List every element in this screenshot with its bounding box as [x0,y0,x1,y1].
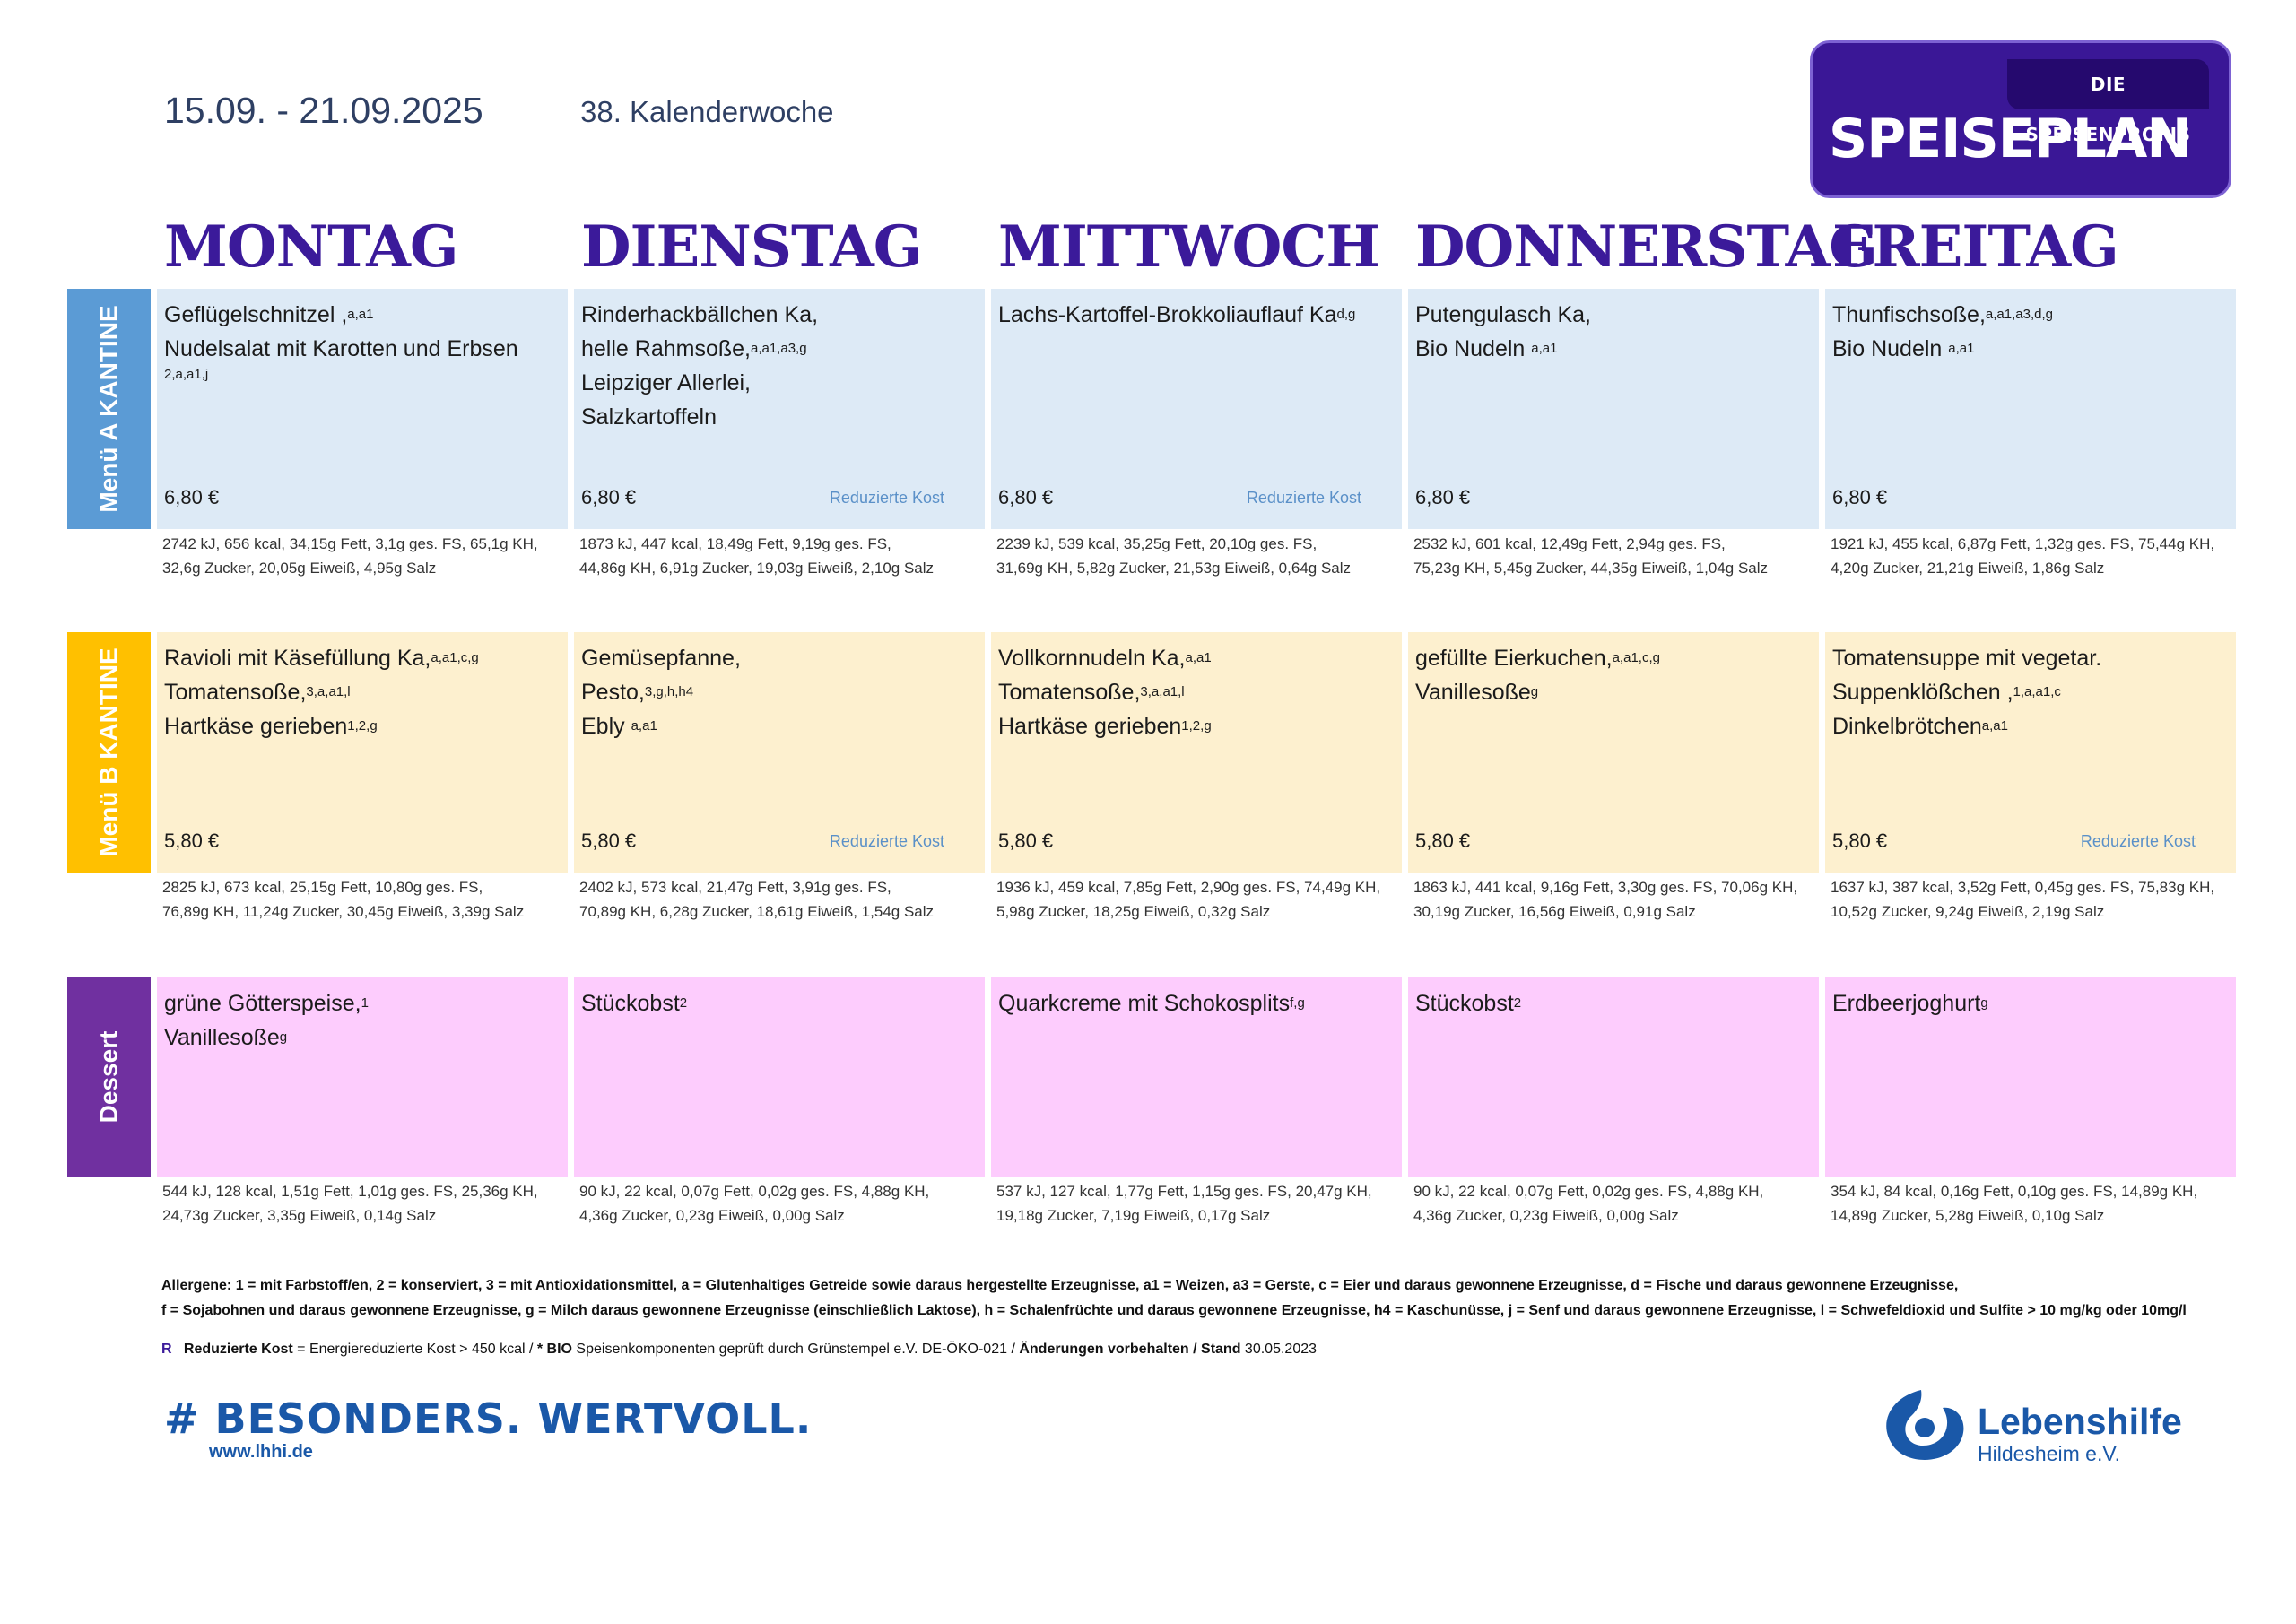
reduced-diet-label: Reduzierte Kost [829,489,944,507]
section-label-menu-b: Menü B KANTINE [67,632,151,873]
dish-line: Thunfischsoße,a,a1,a3,d,g [1832,302,2053,327]
price: 5,80 € [998,829,1054,852]
nutrition-info-a-friday: 1921 kJ, 455 kcal, 6,87g Fett, 1,32g ges… [1831,535,2215,577]
menu-b-monday: Ravioli mit Käsefüllung Ka,a,a1,c,g Toma… [157,632,568,873]
day-header-friday: FREITAG [1832,213,2119,281]
menu-a-friday: Thunfischsoße,a,a1,a3,d,g Bio Nudeln a,a… [1825,289,2236,529]
menu-a-wednesday: Lachs-Kartoffel-Brokkoliauflauf Kad,g 6,… [991,289,1402,529]
slogan: # BESONDERS. WERTVOLL. [164,1394,813,1443]
allergen-legend: Allergene: 1 = mit Farbstoff/en, 2 = kon… [161,1278,2187,1318]
legend-line: R Reduzierte Kost = Energiereduzierte Ko… [161,1342,1318,1357]
dish-line: Putengulasch Ka, [1415,302,1591,327]
nutrition-info-a-thursday: 2532 kJ, 601 kcal, 12,49g Fett, 2,94g ge… [1413,535,1769,577]
dish-line: Geflügelschnitzel ,a,a1 [164,302,374,327]
dessert-monday: grüne Götterspeise,1 Vanillesoßeg [157,977,568,1177]
nutrition-info-dessert-monday: 544 kJ, 128 kcal, 1,51g Fett, 1,01g ges.… [162,1183,538,1224]
nutrition-info-a-monday: 2742 kJ, 656 kcal, 34,15g Fett, 3,1g ges… [162,535,538,577]
dish-line: Hartkäse gerieben1,2,g [164,714,378,739]
nutrition-info-dessert-wednesday: 537 kJ, 127 kcal, 1,77g Fett, 1,15g ges.… [996,1183,1372,1224]
nutrition-info-dessert-tuesday: 90 kJ, 22 kcal, 0,07g Fett, 0,02g ges. F… [579,1183,930,1224]
nutrition-info-b-monday: 2825 kJ, 673 kcal, 25,15g Fett, 10,80g g… [162,879,525,920]
day-header-monday: MONTAG [164,213,459,281]
menu-b-wednesday: Vollkornnudeln Ka,a,a1 Tomatensoße,3,a,a… [991,632,1402,873]
org-city: Hildesheim e.V. [1978,1442,2120,1465]
reduced-diet-label: Reduzierte Kost [2080,832,2196,850]
menu-a-monday: Geflügelschnitzel ,a,a1 Nudelsalat mit K… [157,289,568,529]
menu-b-tuesday: Gemüsepfanne, Pesto,3,g,h,h4 Ebly a,a1 5… [574,632,985,873]
nutrition-info-dessert-thursday: 90 kJ, 22 kcal, 0,07g Fett, 0,02g ges. F… [1413,1183,1764,1224]
dessert-wednesday: Quarkcreme mit Schokosplitsf,g [991,977,1402,1177]
price: 6,80 € [581,486,637,508]
allergen-codes: 2,a,a1,j [164,367,209,382]
section-label-menu-b-text: Menü B KANTINE [94,647,123,857]
dish-line: Stückobst2 [581,991,688,1016]
dish-line: Rinderhackbällchen Ka, [581,302,819,327]
nutrition-info-a-tuesday: 1873 kJ, 447 kcal, 18,49g Fett, 9,19g ge… [579,535,935,577]
section-label-dessert: Dessert [67,977,151,1177]
day-header-tuesday: DIENSTAG [581,213,922,281]
date-range: 15.09. - 21.09.2025 [164,90,483,131]
price: 6,80 € [998,486,1054,508]
dish-line: Nudelsalat mit Karotten und Erbsen [164,336,518,361]
dish-line: Pesto,3,g,h,h4 [581,680,694,705]
dish-line: Lachs-Kartoffel-Brokkoliauflauf Kad,g [998,302,1356,327]
nutrition-info-a-wednesday: 2239 kJ, 539 kcal, 35,25g Fett, 20,10g g… [996,535,1352,577]
dish-line: Quarkcreme mit Schokosplitsf,g [998,991,1305,1016]
dish-line: Vanillesoßeg [1415,680,1539,705]
dish-line: Leipziger Allerlei, [581,370,751,395]
price: 5,80 € [581,829,637,852]
price: 6,80 € [1415,486,1471,508]
price: 6,80 € [1832,486,1888,508]
dish-line: grüne Götterspeise,1 [164,991,369,1016]
price: 5,80 € [1832,829,1888,852]
dish-line: Erdbeerjoghurtg [1832,991,1988,1016]
dish-line: Ebly a,a1 [581,714,657,739]
nutrition-info-dessert-friday: 354 kJ, 84 kcal, 0,16g Fett, 0,10g ges. … [1831,1183,2198,1224]
dish-line: Dinkelbrötchena,a1 [1832,714,2008,739]
reduced-diet-label: Reduzierte Kost [1246,489,1361,507]
dish-line: gefüllte Eierkuchen,a,a1,c,g [1415,646,1660,671]
dish-line: Tomatensoße,3,a,a1,l [998,680,1185,705]
price: 5,80 € [1415,829,1471,852]
dessert-tuesday: Stückobst2 [574,977,985,1177]
dish-line: helle Rahmsoße,a,a1,a3,g [581,336,807,361]
dish-line: Salzkartoffeln [581,404,718,430]
price: 5,80 € [164,829,220,852]
dessert-friday: Erdbeerjoghurtg [1825,977,2236,1177]
nutrition-info-b-wednesday: 1936 kJ, 459 kcal, 7,85g Fett, 2,90g ges… [996,879,1381,920]
calendar-week: 38. Kalenderwoche [580,95,834,128]
section-label-menu-a-text: Menü A KANTINE [94,305,123,513]
org-name: Lebenshilfe [1978,1401,2182,1442]
dish-line: Stückobst2 [1415,991,1522,1016]
dish-line: Tomatensoße,3,a,a1,l [164,680,351,705]
reduced-diet-label: Reduzierte Kost [829,832,944,850]
menu-a-tuesday: Rinderhackbällchen Ka, helle Rahmsoße,a,… [574,289,985,529]
nutrition-info-b-tuesday: 2402 kJ, 573 kcal, 21,47g Fett, 3,91g ge… [579,879,935,920]
menu-a-thursday: Putengulasch Ka, Bio Nudeln a,a1 6,80 € [1408,289,1819,529]
dish-line: Bio Nudeln a,a1 [1832,336,1975,361]
dish-line: Hartkäse gerieben1,2,g [998,714,1212,739]
menu-b-friday: Tomatensuppe mit vegetar. Suppenklößchen… [1825,632,2236,873]
menu-b-thursday: gefüllte Eierkuchen,a,a1,c,g Vanillesoße… [1408,632,1819,873]
brand-tag: DIE SPEISENPROFIS [2007,59,2209,145]
nutrition-info-b-thursday: 1863 kJ, 441 kcal, 9,16g Fett, 3,30g ges… [1413,879,1798,920]
dish-line: Vollkornnudeln Ka,a,a1 [998,646,1212,671]
section-label-dessert-text: Dessert [94,1030,123,1124]
website-link[interactable]: www.lhhi.de [209,1442,313,1462]
brand-logo: DIE SPEISENPROFIS SPEISEPLAN [1810,40,2231,198]
dish-line: Vanillesoßeg [164,1025,288,1050]
dish-line: Suppenklößchen ,1,a,a1,c [1832,680,2061,705]
dish-line: Bio Nudeln a,a1 [1415,336,1558,361]
dish-line: Gemüsepfanne, [581,646,741,671]
price: 6,80 € [164,486,220,508]
lebenshilfe-logo-icon [1873,1381,1970,1467]
dessert-thursday: Stückobst2 [1408,977,1819,1177]
nutrition-info-b-friday: 1637 kJ, 387 kcal, 3,52g Fett, 0,45g ges… [1831,879,2215,920]
day-header-wednesday: MITTWOCH [998,213,1380,281]
brand-title: SPEISEPLAN [1829,108,2192,170]
section-label-menu-a: Menü A KANTINE [67,289,151,529]
dish-line: Ravioli mit Käsefüllung Ka,a,a1,c,g [164,646,479,671]
dish-line: Tomatensuppe mit vegetar. [1832,646,2102,671]
day-header-thursday: DONNERSTAG [1415,213,1878,281]
